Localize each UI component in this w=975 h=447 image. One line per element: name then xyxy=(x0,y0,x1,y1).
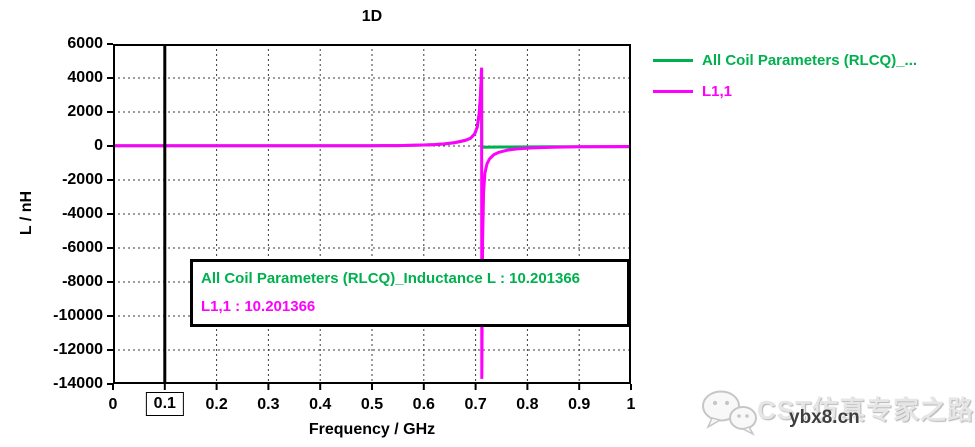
legend-line-icon xyxy=(653,89,693,93)
legend: All Coil Parameters (RLCQ)_... L1,1 xyxy=(653,51,917,113)
x-tick-label: 0.9 xyxy=(568,396,591,413)
x-tick-label: 0.2 xyxy=(205,396,228,413)
x-tick-label: 0 xyxy=(108,396,118,413)
watermark-brand: CST仿真专家之路 xyxy=(757,395,975,425)
x-axis-label: Frequency / GHz xyxy=(308,421,436,438)
x-tick-label: 0.3 xyxy=(257,396,280,413)
wechat-icon xyxy=(700,388,758,441)
marker-tick-label: 0.1 xyxy=(145,392,184,416)
x-axis-tick-labels: 0 0.1 0.2 0.3 0.4 0.5 0.6 0.7 0.8 0.9 1 xyxy=(109,392,635,422)
series-line-magenta xyxy=(113,67,632,379)
plot-border xyxy=(113,44,631,384)
x-tick-label: 0.4 xyxy=(309,396,332,413)
marker-readout-box: All Coil Parameters (RLCQ)_Inductance L … xyxy=(190,259,630,327)
legend-line-icon xyxy=(653,58,693,62)
y-tick-label: 2000 xyxy=(67,103,103,120)
y-tick-label: 6000 xyxy=(67,35,103,52)
y-tick-label: -12000 xyxy=(53,341,103,358)
y-tick-label: -8000 xyxy=(62,273,103,290)
legend-label-l11: L1,1 xyxy=(702,82,733,100)
y-tick-label: 4000 xyxy=(67,69,103,86)
legend-label-coil-parameters: All Coil Parameters (RLCQ)_... xyxy=(702,51,918,69)
y-axis-tick-labels: 6000 4000 2000 0 -2000 -4000 -6000 -8000 -10000 -… xyxy=(0,35,103,392)
legend-item-coil-parameters: All Coil Parameters (RLCQ)_... xyxy=(653,51,917,69)
y-tick-label: -10000 xyxy=(53,307,103,324)
readout-line-l11: L1,1 : 10.201366 xyxy=(201,298,316,315)
y-tick-label: -2000 xyxy=(62,171,103,188)
x-tick-label: 0.8 xyxy=(516,396,539,413)
y-tick-label: -4000 xyxy=(62,205,103,222)
y-tick-label: 0 xyxy=(94,137,103,154)
x-tick-label: 1 xyxy=(626,396,636,413)
legend-item-l11: L1,1 xyxy=(653,82,917,100)
y-tick-label: -14000 xyxy=(53,375,103,392)
plot-canvas[interactable] xyxy=(107,43,632,390)
x-tick-label: 0.5 xyxy=(360,396,384,413)
x-tick-label: 0.6 xyxy=(412,396,435,413)
readout-line-coil-inductance: All Coil Parameters (RLCQ)_Inductance L … xyxy=(201,270,581,287)
watermark-site: ybx8.cn xyxy=(789,407,860,428)
plot-title: 1D xyxy=(361,8,383,25)
y-tick-label: -6000 xyxy=(62,239,103,256)
x-tick-label: 0.7 xyxy=(464,396,487,413)
